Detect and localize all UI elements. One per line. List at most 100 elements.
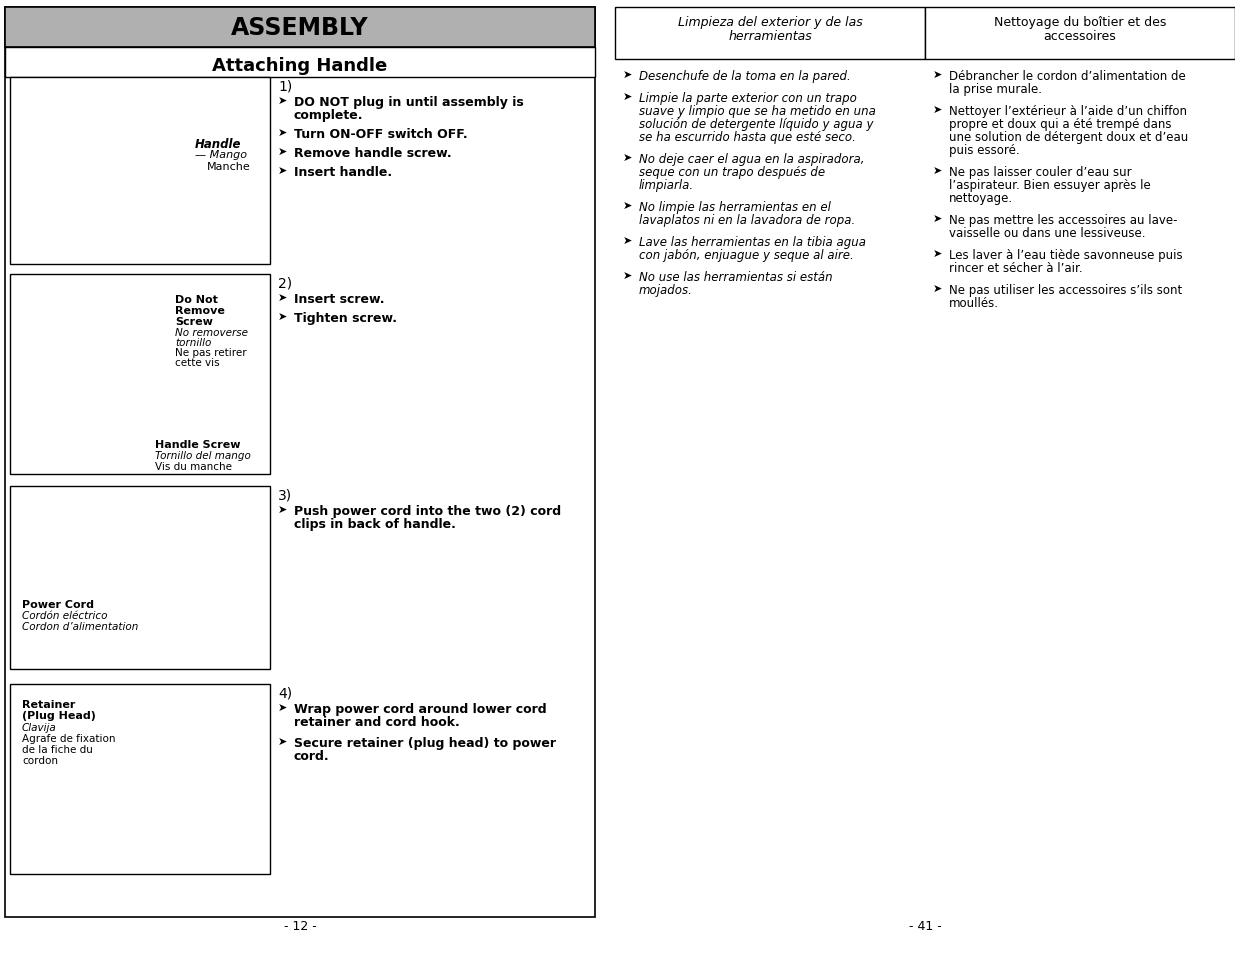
Text: 3): 3)	[278, 489, 293, 502]
Text: ➤: ➤	[278, 128, 288, 138]
Text: ➤: ➤	[932, 249, 942, 258]
Text: Nettoyage du boîtier et des: Nettoyage du boîtier et des	[994, 16, 1166, 29]
Text: ➤: ➤	[278, 702, 288, 712]
Bar	[5, 8, 595, 917]
Text: Retainer: Retainer	[22, 700, 75, 709]
Text: ➤: ➤	[278, 504, 288, 515]
Text: 2): 2)	[278, 276, 293, 291]
Text: puis essoré.: puis essoré.	[948, 144, 1020, 157]
Bar	[5, 48, 595, 78]
Bar	[10, 274, 270, 475]
Text: Lave las herramientas en la tibia agua: Lave las herramientas en la tibia agua	[638, 235, 866, 249]
Text: mojados.: mojados.	[638, 284, 693, 296]
Text: cordon: cordon	[22, 755, 58, 765]
Text: cette vis: cette vis	[175, 357, 220, 368]
Text: Screw: Screw	[175, 316, 212, 327]
Text: complete.: complete.	[294, 109, 363, 122]
Text: Handle Screw: Handle Screw	[156, 439, 241, 450]
Bar	[925, 8, 1235, 60]
Text: retainer and cord hook.: retainer and cord hook.	[294, 716, 459, 728]
Text: se ha escurrido hasta que esté seco.: se ha escurrido hasta que esté seco.	[638, 131, 856, 144]
Text: clips in back of handle.: clips in back of handle.	[294, 517, 456, 531]
Text: Manche: Manche	[207, 162, 251, 172]
Text: Débrancher le cordon d’alimentation de: Débrancher le cordon d’alimentation de	[948, 70, 1186, 83]
Text: ➤: ➤	[932, 213, 942, 224]
Text: con jabón, enjuague y seque al aire.: con jabón, enjuague y seque al aire.	[638, 249, 853, 262]
Bar	[10, 486, 270, 669]
Text: ASSEMBLY: ASSEMBLY	[231, 16, 369, 40]
Text: Ne pas mettre les accessoires au lave-: Ne pas mettre les accessoires au lave-	[948, 213, 1177, 227]
Text: ➤: ➤	[622, 201, 632, 211]
Text: Vis du manche: Vis du manche	[156, 461, 232, 472]
Text: Insert screw.: Insert screw.	[294, 293, 384, 306]
Text: - 41 -: - 41 -	[909, 919, 941, 932]
Text: tornillo: tornillo	[175, 337, 211, 348]
Text: limpiarla.: limpiarla.	[638, 179, 694, 192]
Text: ➤: ➤	[278, 147, 288, 157]
Text: — Mango: — Mango	[195, 150, 247, 160]
Text: ➤: ➤	[622, 152, 632, 163]
Text: Power Cord: Power Cord	[22, 599, 94, 609]
Text: ➤: ➤	[932, 166, 942, 175]
Text: solución de detergente líquido y agua y: solución de detergente líquido y agua y	[638, 118, 873, 131]
Text: ➤: ➤	[932, 70, 942, 80]
Text: - 12 -: - 12 -	[284, 919, 316, 932]
Text: Handle: Handle	[195, 138, 242, 151]
Text: DO NOT plug in until assembly is: DO NOT plug in until assembly is	[294, 96, 524, 109]
Text: ➤: ➤	[278, 312, 288, 322]
Text: Limpieza del exterior y de las: Limpieza del exterior y de las	[678, 16, 862, 29]
Text: une solution de détergent doux et d’eau: une solution de détergent doux et d’eau	[948, 131, 1188, 144]
Text: Ne pas utiliser les accessoires s’ils sont: Ne pas utiliser les accessoires s’ils so…	[948, 284, 1182, 296]
Text: 4): 4)	[278, 686, 293, 700]
Text: Secure retainer (plug head) to power: Secure retainer (plug head) to power	[294, 737, 556, 749]
Text: la prise murale.: la prise murale.	[948, 83, 1042, 96]
Text: Les laver à l’eau tiède savonneuse puis: Les laver à l’eau tiède savonneuse puis	[948, 249, 1183, 262]
Text: Agrafe de fixation: Agrafe de fixation	[22, 733, 116, 743]
Text: ➤: ➤	[622, 91, 632, 102]
Text: Tornillo del mango: Tornillo del mango	[156, 451, 251, 460]
Text: Remove handle screw.: Remove handle screw.	[294, 147, 452, 160]
Text: Turn ON-OFF switch OFF.: Turn ON-OFF switch OFF.	[294, 128, 468, 141]
Text: l’aspirateur. Bien essuyer après le: l’aspirateur. Bien essuyer après le	[948, 179, 1151, 192]
Text: ➤: ➤	[278, 293, 288, 303]
Text: Wrap power cord around lower cord: Wrap power cord around lower cord	[294, 702, 547, 716]
Text: vaisselle ou dans une lessiveuse.: vaisselle ou dans une lessiveuse.	[948, 227, 1146, 240]
Text: 1): 1)	[278, 80, 293, 94]
Text: nettoyage.: nettoyage.	[948, 192, 1013, 205]
Text: rincer et sécher à l’air.: rincer et sécher à l’air.	[948, 262, 1083, 274]
Bar	[615, 8, 925, 60]
Text: ➤: ➤	[932, 284, 942, 294]
Text: Ne pas laisser couler d’eau sur: Ne pas laisser couler d’eau sur	[948, 166, 1131, 179]
Text: Do Not: Do Not	[175, 294, 217, 305]
Text: lavaplatos ni en la lavadora de ropa.: lavaplatos ni en la lavadora de ropa.	[638, 213, 856, 227]
Text: de la fiche du: de la fiche du	[22, 744, 93, 754]
Text: No use las herramientas si están: No use las herramientas si están	[638, 271, 832, 284]
Text: ➤: ➤	[278, 737, 288, 746]
Text: Nettoyer l’extérieur à l’aide d’un chiffon: Nettoyer l’extérieur à l’aide d’un chiff…	[948, 105, 1187, 118]
Text: No removerse: No removerse	[175, 328, 248, 337]
Text: moullés.: moullés.	[948, 296, 999, 310]
Text: Attaching Handle: Attaching Handle	[212, 57, 388, 75]
Text: Ne pas retirer: Ne pas retirer	[175, 348, 247, 357]
Text: ➤: ➤	[278, 166, 288, 175]
Text: ➤: ➤	[622, 235, 632, 246]
Text: ➤: ➤	[278, 96, 288, 106]
Text: ➤: ➤	[622, 70, 632, 80]
Text: Limpie la parte exterior con un trapo: Limpie la parte exterior con un trapo	[638, 91, 857, 105]
Text: accessoires: accessoires	[1044, 30, 1116, 43]
Text: Clavija: Clavija	[22, 722, 57, 732]
Text: Insert handle.: Insert handle.	[294, 166, 393, 179]
Text: Remove: Remove	[175, 306, 225, 315]
Bar	[10, 684, 270, 874]
Text: Push power cord into the two (2) cord: Push power cord into the two (2) cord	[294, 504, 561, 517]
Text: Cordón eléctrico: Cordón eléctrico	[22, 610, 107, 620]
Text: propre et doux qui a été trempé dans: propre et doux qui a été trempé dans	[948, 118, 1172, 131]
Text: cord.: cord.	[294, 749, 330, 762]
Bar	[10, 78, 270, 265]
Text: Cordon d’alimentation: Cordon d’alimentation	[22, 621, 138, 631]
Text: seque con un trapo después de: seque con un trapo después de	[638, 166, 825, 179]
Text: No limpie las herramientas en el: No limpie las herramientas en el	[638, 201, 831, 213]
Bar	[5, 8, 595, 48]
Text: Tighten screw.: Tighten screw.	[294, 312, 396, 325]
Text: No deje caer el agua en la aspiradora,: No deje caer el agua en la aspiradora,	[638, 152, 864, 166]
